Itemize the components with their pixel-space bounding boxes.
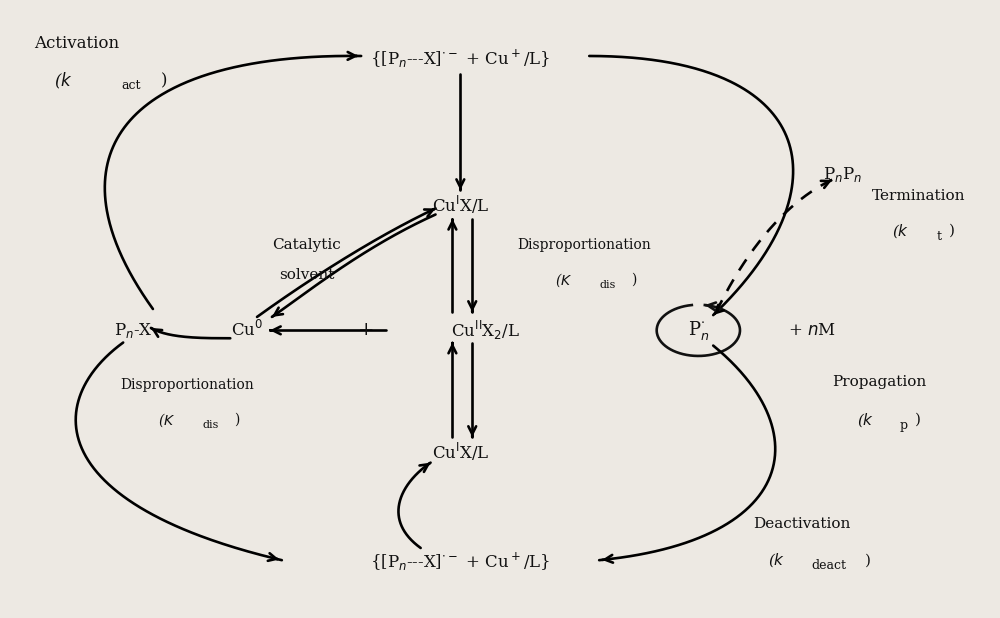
Text: ($k$: ($k$ (892, 222, 909, 240)
Text: + $n$M: + $n$M (788, 322, 836, 339)
Text: {[P$_n$---X]$^{\cdot -}$ + Cu$^+$/L}: {[P$_n$---X]$^{\cdot -}$ + Cu$^+$/L} (370, 551, 550, 573)
Text: ($k$: ($k$ (54, 70, 72, 90)
Text: ): ) (865, 553, 871, 567)
Text: t: t (936, 230, 941, 243)
Text: ): ) (915, 413, 921, 427)
Text: act: act (121, 79, 141, 92)
Text: Catalytic: Catalytic (272, 238, 341, 252)
Text: Propagation: Propagation (832, 375, 926, 389)
Text: ): ) (949, 224, 955, 238)
Text: dis: dis (599, 279, 616, 290)
Text: P$_n$P$_n$: P$_n$P$_n$ (823, 166, 862, 184)
Text: {[P$_n$---X]$^{\cdot -}$ + Cu$^+$/L}: {[P$_n$---X]$^{\cdot -}$ + Cu$^+$/L} (370, 48, 550, 70)
Text: ): ) (631, 273, 636, 287)
Text: +: + (358, 321, 374, 339)
Text: Disproportionation: Disproportionation (121, 378, 254, 392)
Text: ($k$: ($k$ (857, 411, 874, 429)
Text: ): ) (161, 72, 167, 89)
Text: dis: dis (203, 420, 219, 430)
Text: ($K$: ($K$ (555, 271, 572, 289)
Text: deact: deact (811, 559, 846, 572)
Text: p: p (900, 419, 908, 432)
Text: Cu$^0$: Cu$^0$ (231, 320, 263, 341)
Text: Cu$^{\rm II}$X$_2$/L: Cu$^{\rm II}$X$_2$/L (451, 319, 520, 342)
Text: P$_n$-X: P$_n$-X (114, 321, 152, 340)
Text: ): ) (234, 413, 240, 427)
Text: Deactivation: Deactivation (753, 517, 850, 531)
Text: Cu$^{\rm I}$X/L: Cu$^{\rm I}$X/L (432, 194, 489, 216)
Text: Cu$^{\rm I}$X/L: Cu$^{\rm I}$X/L (432, 441, 489, 464)
Text: ($k$: ($k$ (768, 551, 785, 569)
Text: P$_n^{\cdot}$: P$_n^{\cdot}$ (688, 319, 709, 342)
Text: ($K$: ($K$ (158, 411, 175, 429)
Text: Disproportionation: Disproportionation (517, 238, 651, 252)
Text: Activation: Activation (34, 35, 119, 53)
Text: solvent: solvent (279, 268, 334, 282)
Text: Termination: Termination (872, 189, 965, 203)
